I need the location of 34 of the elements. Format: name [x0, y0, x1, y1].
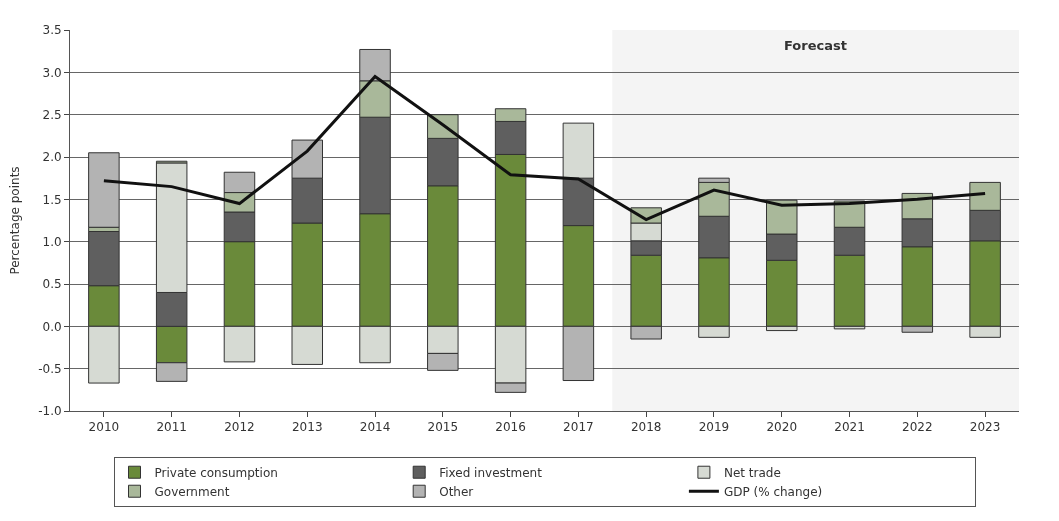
x-tick-label: 2011 — [156, 420, 187, 435]
y-tick-label: 2.0 — [42, 150, 62, 165]
legend-label: Fixed investment — [439, 465, 543, 480]
x-tick-label: 2020 — [766, 420, 798, 435]
x-tick-label: 2016 — [495, 420, 526, 435]
band-label: Forecast — [784, 38, 847, 53]
legend-label: Other — [439, 484, 474, 499]
x-tick-label: 2015 — [427, 420, 459, 435]
y-tick-label: 0.5 — [42, 277, 62, 292]
x-tick-label: 2023 — [969, 420, 1001, 435]
legend-label: GDP (% change) — [723, 484, 823, 499]
y-tick-label: 3.0 — [42, 65, 62, 80]
x-tick-label: 2021 — [834, 420, 865, 435]
x-tick-label: 2013 — [291, 420, 323, 435]
x-tick-label: 2010 — [88, 420, 120, 435]
legend-label: Net trade — [723, 465, 781, 480]
legend-label: Private consumption — [154, 465, 278, 480]
y-tick-label: 3.5 — [42, 23, 62, 38]
line-series — [102, 75, 987, 222]
y-tick-label: -1.0 — [38, 404, 62, 419]
x-tick-label: 2022 — [902, 420, 933, 435]
y-tick-label: 0.0 — [42, 319, 62, 334]
y-tick-label: 1.0 — [42, 234, 62, 249]
y-axis-title: Percentage points — [8, 166, 23, 275]
y-tick-label: 1.5 — [42, 192, 62, 207]
y-tick-label: -0.5 — [38, 361, 62, 376]
x-tick-label: 2017 — [563, 420, 594, 435]
x-tick-label: 2019 — [698, 420, 730, 435]
x-tick-label: 2014 — [359, 420, 391, 435]
bar — [88, 152, 120, 228]
legend-label: Government — [154, 484, 230, 499]
x-tick-label: 2012 — [224, 420, 255, 435]
x-tick-label: 2018 — [630, 420, 662, 435]
y-tick-label: 2.5 — [42, 107, 62, 122]
